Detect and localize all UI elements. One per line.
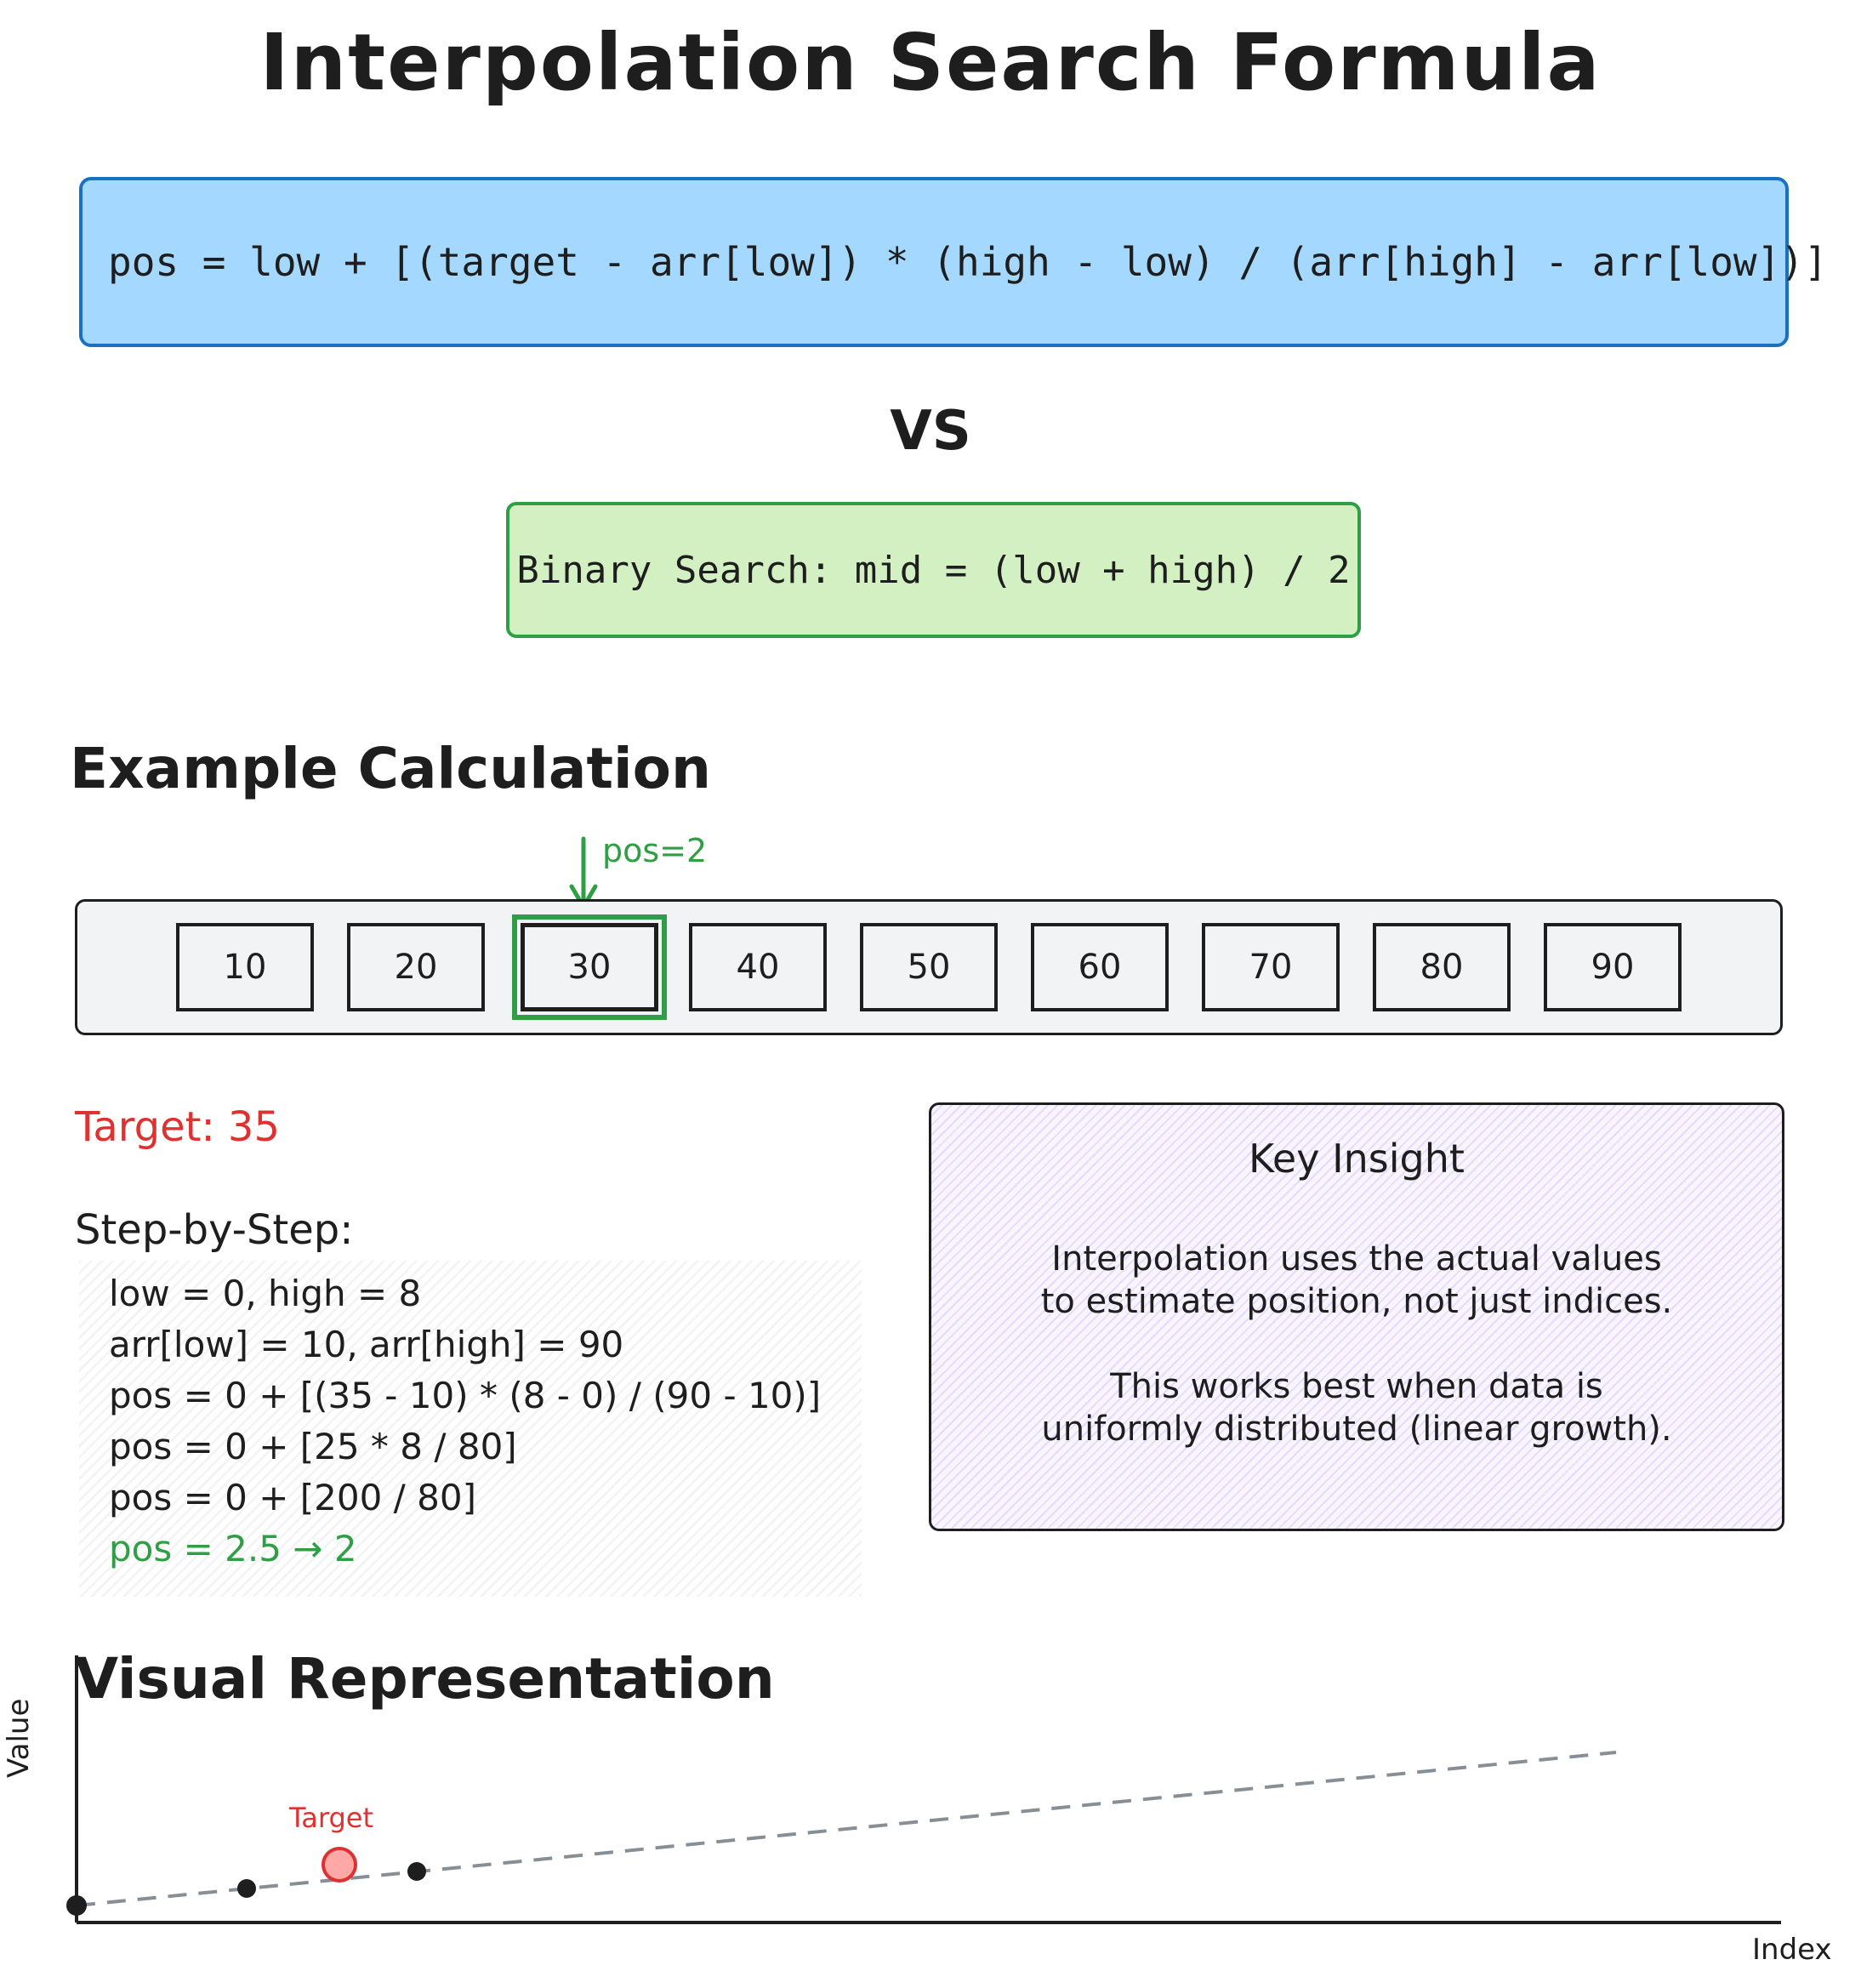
array-cell: 70 — [1202, 923, 1340, 1011]
insight-line: This works best when data is — [1110, 1367, 1603, 1406]
vs-label: VS — [890, 400, 971, 463]
array-cell: 60 — [1031, 923, 1169, 1011]
interpolation-formula-box: pos = low + [(target - arr[low]) * (high… — [79, 177, 1828, 347]
array-cell: 10 — [176, 923, 314, 1011]
example-heading: Example Calculation — [70, 736, 711, 801]
insight-line: uniformly distributed (linear growth). — [1041, 1410, 1672, 1449]
step-line: pos = 0 + [(35 - 10) * (8 - 0) / (90 - 1… — [109, 1375, 822, 1416]
chart-target-label: Target — [289, 1802, 373, 1834]
data-point — [66, 1895, 87, 1916]
step-line: low = 0, high = 8 — [109, 1273, 422, 1314]
interpolation-formula: pos = low + [(target - arr[low]) * (high… — [108, 239, 1828, 285]
data-point — [407, 1862, 426, 1881]
step-line: arr[low] = 10, arr[high] = 90 — [109, 1324, 624, 1365]
binary-search-formula: Binary Search: mid = (low + high) / 2 — [516, 548, 1351, 592]
step-line: pos = 0 + [25 * 8 / 80] — [109, 1426, 517, 1467]
page-title: Interpolation Search Formula — [259, 17, 1602, 108]
insight-line: to estimate position, not just indices. — [1040, 1282, 1673, 1321]
step-line: pos = 0 + [200 / 80] — [109, 1477, 476, 1518]
pos-pointer-label: pos=2 — [602, 832, 708, 869]
target-label: Target: 35 — [75, 1103, 281, 1151]
array-cell-highlighted: 30 — [512, 914, 667, 1020]
array-cell: 20 — [347, 923, 485, 1011]
key-insight-panel — [929, 1102, 1784, 1531]
key-insight-title: Key Insight — [1249, 1136, 1465, 1182]
target-point — [322, 1847, 357, 1883]
array-cell: 80 — [1373, 923, 1511, 1011]
x-axis-label: Index — [1752, 1933, 1832, 1967]
insight-line: Interpolation uses the actual values — [1051, 1239, 1662, 1279]
array-cell: 90 — [1544, 923, 1682, 1011]
y-axis-label: Value — [2, 1698, 36, 1778]
visual-heading: Visual Representation — [75, 1646, 775, 1712]
array-container — [75, 899, 1783, 1035]
step-line-result: pos = 2.5 → 2 — [109, 1528, 357, 1569]
array-cell: 50 — [860, 923, 998, 1011]
data-point — [237, 1879, 256, 1898]
visual-diagram — [66, 1655, 1781, 1924]
steps-panel — [79, 1261, 862, 1597]
array-cell: 40 — [689, 923, 827, 1011]
binary-search-box: Binary Search: mid = (low + high) / 2 — [506, 502, 1361, 638]
steps-heading: Step-by-Step: — [75, 1206, 354, 1254]
